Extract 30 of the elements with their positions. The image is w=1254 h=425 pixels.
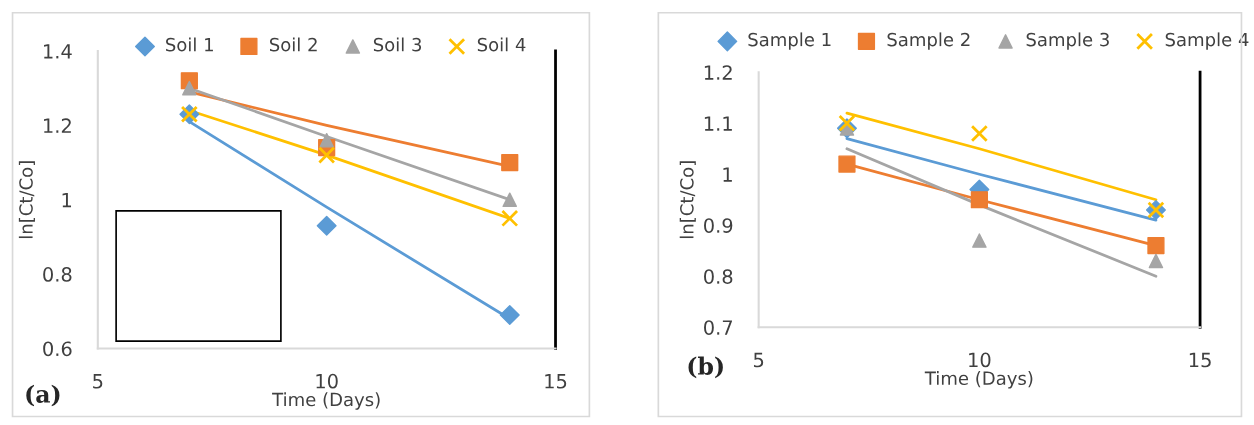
legend-label: Sample 1	[748, 32, 831, 50]
x-tick-label: 5	[93, 374, 103, 389]
y-tick-label: 1.1	[704, 116, 732, 131]
legend-label: Sample 2	[887, 32, 970, 50]
y-tick-label: 1.2	[704, 65, 732, 80]
x-tick-label: 15	[545, 374, 567, 389]
y-tick-label: 0.7	[704, 320, 733, 335]
x-axis-title: Time (Days)	[924, 371, 1033, 389]
y-tick-label: 1	[723, 167, 732, 182]
x-tick-label: 15	[1189, 352, 1211, 368]
text: (b)	[688, 356, 723, 379]
y-axis-title: ln[Ct/Co]	[18, 161, 35, 239]
y-axis-title: ln[Ct/Co]	[679, 161, 696, 239]
y-tick-label: 0.9	[704, 218, 733, 233]
x-tick-label: 10	[316, 373, 338, 389]
legend-label: Soil 4	[477, 37, 526, 52]
x-axis-title: Time (Days)	[272, 392, 380, 410]
x-tick-label: 10	[969, 352, 991, 368]
y-tick-label: 1	[62, 192, 72, 208]
y-tick-label: 0.6	[43, 341, 72, 357]
legend-label: Soil 1	[166, 37, 213, 52]
y-tick-label: 1.4	[44, 44, 72, 59]
y-tick-label: 1.2	[44, 118, 71, 133]
y-tick-label: 0.8	[704, 269, 733, 284]
legend-label: Soil 3	[373, 37, 422, 52]
legend-label: Soil 2	[269, 37, 317, 52]
legend-label: Sample 3	[1026, 32, 1109, 50]
text: (a)	[26, 384, 60, 407]
y-tick-label: 0.8	[43, 267, 72, 282]
x-tick-label: 5	[753, 352, 764, 368]
